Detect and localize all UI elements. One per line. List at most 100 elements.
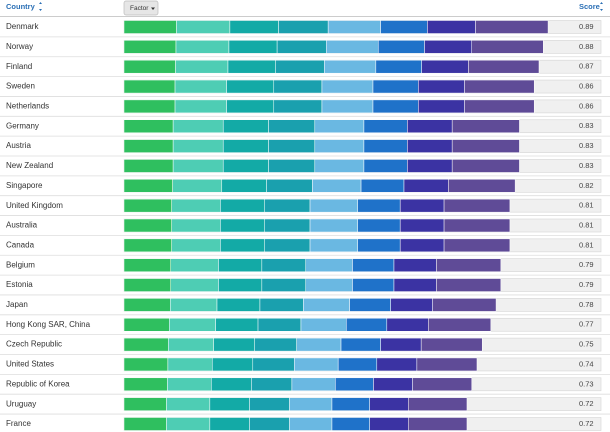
bar-segment	[123, 119, 174, 133]
country-label: New Zealand	[6, 161, 53, 170]
bar-segment	[393, 278, 437, 292]
bar-segment	[220, 198, 265, 213]
bar-segment	[211, 357, 254, 372]
bar-segment	[303, 298, 350, 312]
factor-button[interactable]	[123, 0, 159, 16]
bar-segment	[314, 159, 365, 173]
bar-segment	[464, 79, 535, 94]
bar-segment	[412, 377, 472, 392]
bar-segment	[424, 40, 472, 54]
bar-segment	[176, 20, 231, 34]
bar-segment	[276, 40, 327, 54]
bar-segment	[305, 258, 353, 272]
score-label: 0.77	[579, 320, 594, 329]
bar-segment	[123, 40, 177, 54]
bar-segment	[407, 139, 453, 153]
bar-segment	[174, 79, 227, 94]
score-label: 0.72	[579, 419, 594, 428]
factor-button-label[interactable]: Factor	[130, 5, 149, 12]
bar-segment	[357, 238, 401, 253]
sort-icon[interactable]	[600, 2, 603, 11]
bar-segment	[175, 59, 229, 74]
score-label: 0.81	[579, 201, 594, 210]
bar-segment	[408, 417, 468, 431]
bar-segment	[352, 258, 395, 272]
bar-segment	[475, 20, 549, 34]
bar-segment	[436, 278, 502, 292]
score-label: 0.75	[579, 340, 594, 349]
bar-segment	[294, 357, 339, 372]
score-header[interactable]: Score	[579, 2, 600, 11]
bar-segment	[360, 179, 405, 193]
score-label: 0.88	[579, 42, 594, 51]
bar-segment	[464, 99, 535, 114]
score-label: 0.89	[579, 22, 594, 31]
bar-segment	[399, 198, 445, 213]
bar-segment	[289, 417, 333, 431]
bar-segment	[175, 40, 230, 54]
bar-segment	[369, 397, 409, 411]
bar-segment	[331, 417, 370, 431]
bar-segment	[352, 278, 395, 292]
bar-segment	[309, 198, 358, 213]
bar-segment	[123, 318, 170, 332]
bar-segment	[468, 59, 540, 74]
bar-segment	[216, 298, 261, 312]
bar-segment	[296, 337, 342, 352]
bar-segment	[172, 179, 223, 193]
bar-segment	[170, 278, 219, 292]
bar-segment	[209, 417, 250, 431]
country-label: Germany	[6, 121, 39, 130]
bar-segment	[123, 298, 171, 312]
country-header[interactable]: Country	[6, 2, 36, 11]
bar-segment	[443, 238, 511, 253]
bar-segment	[390, 298, 433, 312]
bar-segment	[275, 59, 325, 74]
bar-segment	[222, 119, 269, 133]
score-label: 0.74	[579, 359, 594, 368]
bar-segment	[428, 318, 492, 332]
bar-segment	[172, 159, 224, 173]
score-label: 0.87	[579, 62, 594, 71]
country-label: Austria	[6, 141, 31, 150]
score-label: 0.86	[579, 101, 594, 110]
bar-segment	[174, 99, 227, 114]
country-label: Netherlands	[6, 102, 49, 111]
bar-segment	[357, 218, 401, 233]
bar-segment	[259, 298, 304, 312]
sort-icon[interactable]	[39, 2, 42, 11]
bar-segment	[416, 357, 478, 372]
country-label: Uruguay	[6, 399, 36, 408]
bar-segment	[325, 40, 379, 54]
country-label: Japan	[6, 300, 28, 309]
bar-segment	[166, 417, 211, 431]
bar-segment	[321, 79, 374, 94]
bar-segment	[273, 99, 323, 114]
bar-segment	[363, 119, 408, 133]
bar-segment	[309, 218, 358, 233]
bar-segment	[346, 318, 388, 332]
bar-segment	[291, 377, 336, 392]
country-label: United States	[6, 360, 54, 369]
bar-segment	[268, 159, 316, 173]
bar-segment	[123, 218, 172, 233]
bar-segment	[171, 218, 221, 233]
bar-segment	[171, 238, 221, 253]
bar-segment	[209, 397, 250, 411]
bar-segment	[340, 337, 381, 352]
bar-segment	[249, 397, 290, 411]
bar-segment	[123, 99, 176, 114]
bar-segment	[451, 139, 520, 153]
country-label: Hong Kong SAR, China	[6, 320, 91, 329]
bar-segment	[123, 357, 169, 372]
bar-segment	[399, 218, 445, 233]
bar-segment	[222, 139, 269, 153]
bar-segment	[289, 397, 333, 411]
bar-segment	[123, 258, 171, 272]
score-label: 0.79	[579, 280, 594, 289]
bar-segment	[314, 119, 365, 133]
country-label: Finland	[6, 62, 32, 71]
score-label: 0.81	[579, 220, 594, 229]
